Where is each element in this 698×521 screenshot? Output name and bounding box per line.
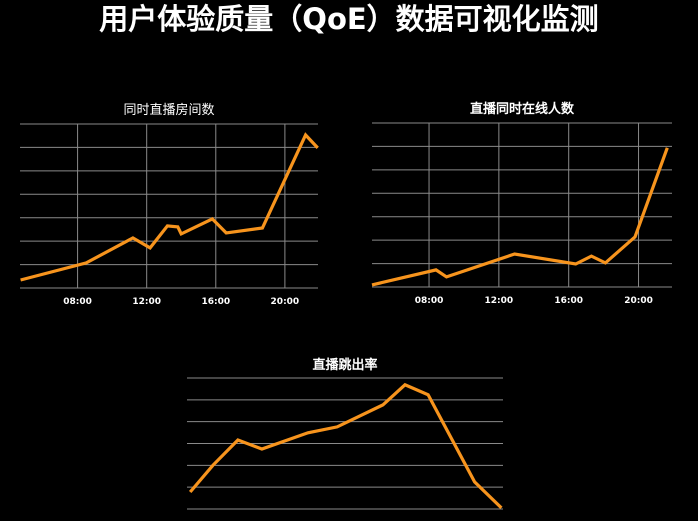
page-title: 用户体验质量（QoE）数据可视化监测 [99,2,599,36]
chart-title: 直播跳出率 [312,357,377,373]
x-tick-label: 16:00 [554,296,583,306]
chart-title: 同时直播房间数 [123,102,214,118]
x-tick-label: 08:00 [415,296,444,306]
x-tick-label: 12:00 [132,297,161,307]
chart-title: 直播同时在线人数 [470,101,575,117]
x-tick-label: 16:00 [201,297,230,307]
x-tick-label: 08:00 [63,297,92,307]
x-tick-label: 20:00 [624,296,653,306]
series-line [20,132,319,282]
x-tick-label: 12:00 [485,296,514,306]
series-line [188,382,503,510]
x-tick-label: 20:00 [271,297,300,307]
